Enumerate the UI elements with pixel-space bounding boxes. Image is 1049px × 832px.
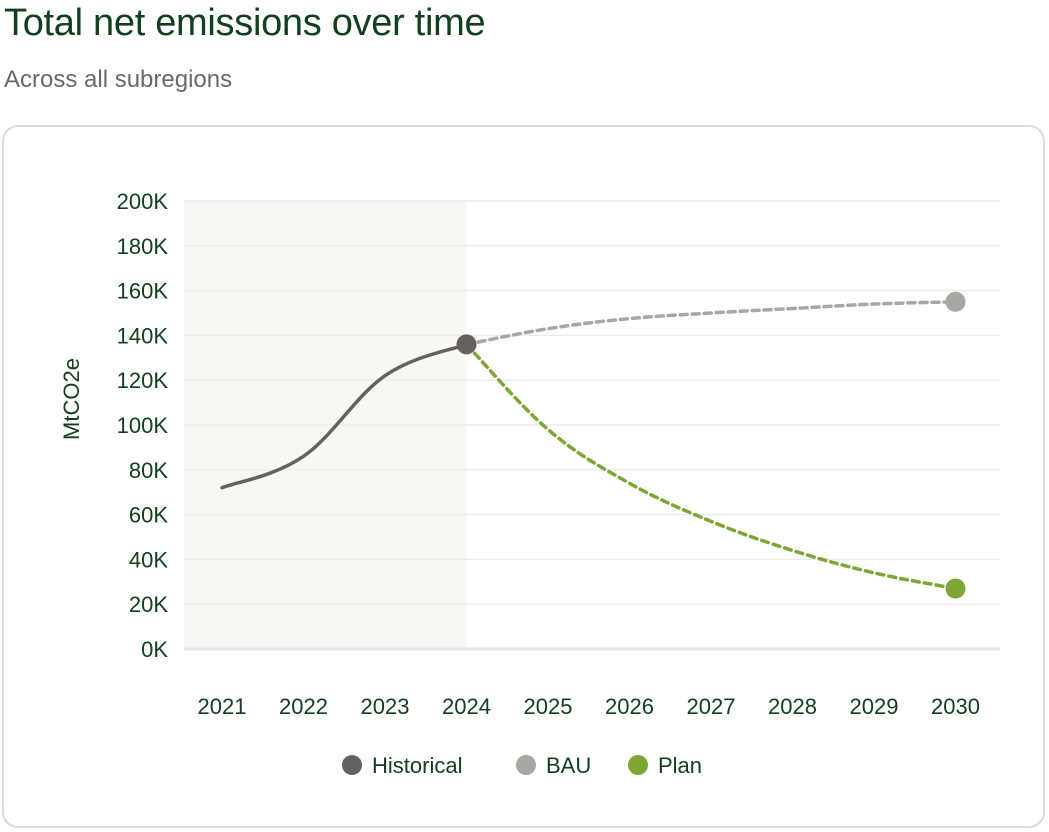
y-tick-label: 0K xyxy=(141,637,168,662)
historical-series-line xyxy=(220,342,469,490)
page-title: Total net emissions over time xyxy=(4,2,486,44)
bau-series-line xyxy=(464,300,958,347)
legend-bau-label: BAU xyxy=(546,753,591,778)
x-tick-label: 2021 xyxy=(198,694,247,719)
x-tick-label: 2026 xyxy=(605,694,654,719)
y-tick-label: 20K xyxy=(129,592,168,617)
x-tick-label: 2030 xyxy=(931,694,980,719)
x-tick-label: 2027 xyxy=(687,694,736,719)
bau-end-point xyxy=(945,291,966,312)
legend: Historical BAU Plan xyxy=(342,753,702,778)
y-tick-label: 40K xyxy=(129,547,168,572)
y-axis-label: MtCO2e xyxy=(59,358,84,440)
historical-end-point xyxy=(456,334,477,355)
y-tick-label: 160K xyxy=(117,279,169,304)
legend-plan-swatch xyxy=(628,755,648,775)
emissions-chart: 0K 20K 40K 60K 80K 100K 120K 140K 160K 180K 200K 2… xyxy=(59,189,1000,778)
x-tick-label: 2029 xyxy=(850,694,899,719)
y-tick-label: 140K xyxy=(117,323,169,348)
y-tick-label: 120K xyxy=(117,368,169,393)
plan-series-line xyxy=(464,342,958,591)
y-tick-label: 80K xyxy=(129,458,168,483)
x-tick-label: 2022 xyxy=(279,694,328,719)
x-tick-label: 2024 xyxy=(442,694,491,719)
series-layer xyxy=(220,291,966,599)
legend-plan-label: Plan xyxy=(658,753,702,778)
page-subtitle: Across all subregions xyxy=(4,66,233,93)
y-tick-label: 200K xyxy=(117,189,169,214)
legend-bau-swatch xyxy=(516,755,536,775)
legend-historical-swatch xyxy=(342,755,362,775)
grid-layer xyxy=(184,200,1000,651)
y-tick-label: 60K xyxy=(129,503,168,528)
x-tick-label: 2023 xyxy=(361,694,410,719)
y-tick-label: 100K xyxy=(117,413,169,438)
x-tick-layer: 2021 2022 2023 2024 2025 2026 2027 2028 2029 2030 xyxy=(198,694,980,719)
plan-end-point xyxy=(945,578,966,599)
x-tick-label: 2025 xyxy=(524,694,573,719)
y-tick-layer: 0K 20K 40K 60K 80K 100K 120K 140K 160K 180K 200K xyxy=(117,189,169,662)
chart-card: 0K 20K 40K 60K 80K 100K 120K 140K 160K 180K 200K 2… xyxy=(2,125,1045,828)
y-tick-label: 180K xyxy=(117,234,169,259)
legend-historical-label: Historical xyxy=(372,753,462,778)
x-tick-label: 2028 xyxy=(768,694,817,719)
